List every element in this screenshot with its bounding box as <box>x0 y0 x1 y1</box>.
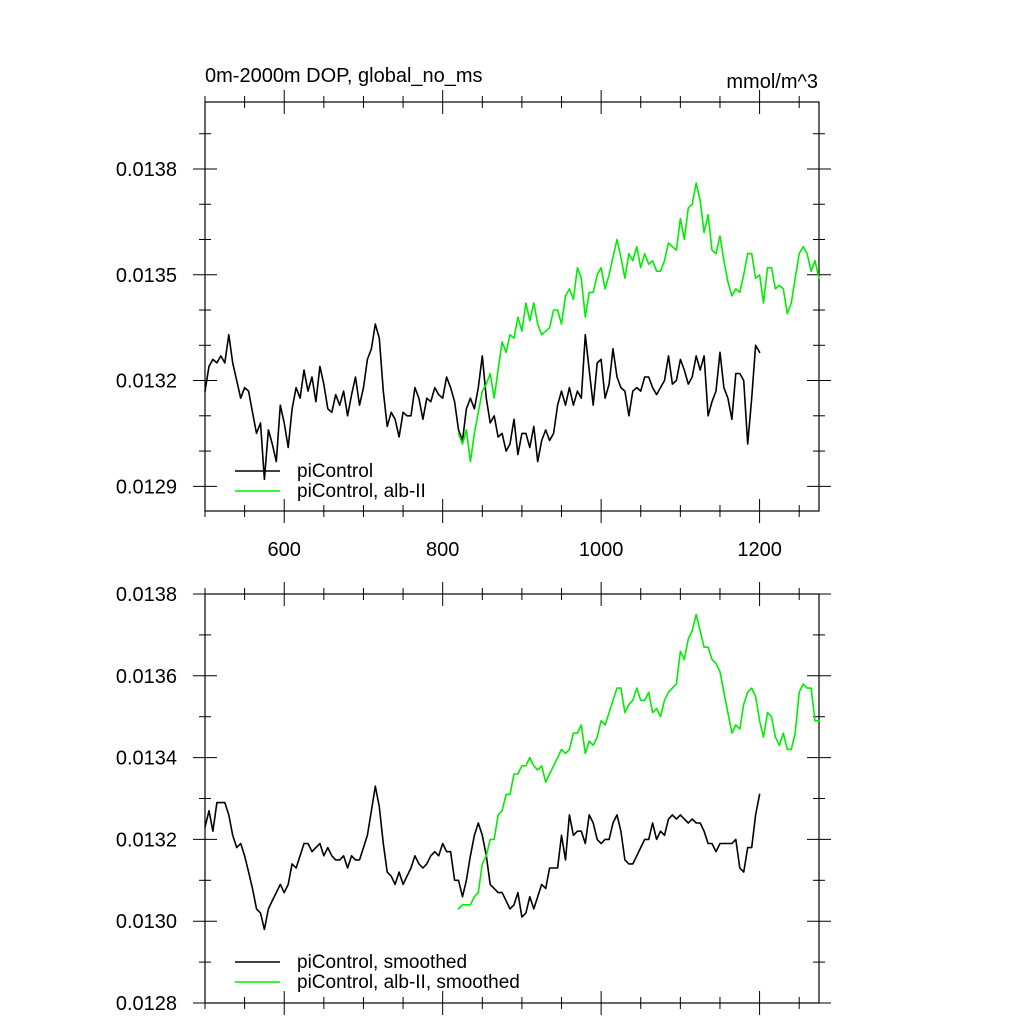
y-tick-label: 0.0135 <box>116 265 177 287</box>
x-tick-label: 1000 <box>579 539 624 561</box>
y-tick-label: 0.0129 <box>116 476 177 498</box>
y-tick-label: 0.0128 <box>116 993 177 1015</box>
legend-label-piControl: piControl <box>297 461 373 482</box>
series-lines <box>204 182 820 481</box>
y-tick-label: 0.0136 <box>116 666 177 688</box>
y-tick-label: 0.0138 <box>116 584 177 606</box>
panel-bottom-chart: 0.0128 0.0130 0.0132 0.0134 0.0136 0.0138 piC… <box>116 582 831 1015</box>
y-tick-label: 0.0132 <box>116 371 177 393</box>
x-tick-label: 800 <box>426 539 459 561</box>
series-line-alb-II <box>457 182 820 463</box>
chart-units: mmol/m^3 <box>726 71 818 93</box>
chart-title: 0m-2000m DOP, global_no_ms <box>205 65 483 87</box>
plot-area: 0.0129 0.0132 0.0135 0.0138 600 800 1000 1200 <box>116 90 831 561</box>
series-line-piControl <box>204 323 761 481</box>
x-tick-label: 600 <box>268 539 301 561</box>
y-tick-label: 0.0134 <box>116 748 177 770</box>
series-line-alb-II <box>457 613 820 910</box>
y-tick-label: 0.0132 <box>116 829 177 851</box>
legend-label-alb-II-smoothed: piControl, alb-II, smoothed <box>297 972 520 993</box>
panel-top-chart: 0m-2000m DOP, global_no_ms mmol/m^3 0.01… <box>116 65 831 561</box>
plot-area: 0.0128 0.0130 0.0132 0.0134 0.0136 0.0138 <box>116 582 831 1015</box>
y-tick-label: 0.0138 <box>116 159 177 181</box>
legend-label-piControl-smoothed: piControl, smoothed <box>297 952 467 973</box>
y-tick-labels: 0.0128 0.0130 0.0132 0.0134 0.0136 0.0138 <box>116 584 177 1015</box>
axis-ticks <box>193 582 831 1015</box>
series-lines <box>204 613 820 931</box>
plot-frame <box>204 101 820 512</box>
x-tick-label: 1200 <box>737 539 782 561</box>
axis-ticks <box>193 90 831 523</box>
series-line-piControl <box>204 785 761 931</box>
y-tick-labels: 0.0129 0.0132 0.0135 0.0138 <box>116 159 177 498</box>
legend: piControl, smoothed piControl, alb-II, s… <box>235 952 520 993</box>
legend-label-alb-II: piControl, alb-II <box>297 481 426 502</box>
legend: piControl piControl, alb-II <box>235 461 426 502</box>
x-tick-labels: 600 800 1000 1200 <box>268 539 782 561</box>
y-tick-label: 0.0130 <box>116 911 177 933</box>
